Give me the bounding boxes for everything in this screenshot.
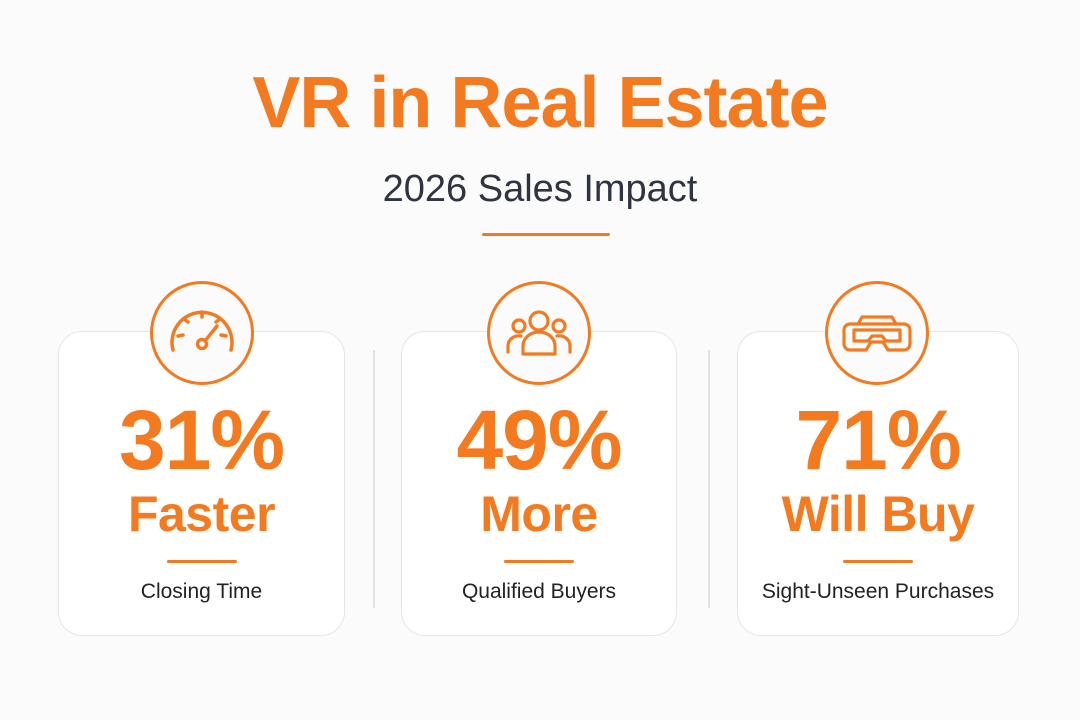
users-group-icon [487, 281, 591, 385]
page-title: VR in Real Estate [252, 63, 828, 143]
stat-caption-closing-time: Closing Time [140, 580, 263, 603]
stat-caption-sight-unseen: Sight-Unseen Purchases [761, 580, 995, 603]
stat-label-closing-time: Faster [127, 486, 276, 542]
speedometer-icon [150, 281, 254, 385]
stat-underline [843, 560, 913, 563]
column-divider [373, 350, 375, 608]
page-subtitle: 2026 Sales Impact [382, 168, 698, 210]
column-divider [708, 350, 710, 608]
title-underline [482, 233, 610, 236]
vr-headset-icon [825, 281, 929, 385]
stat-underline [167, 560, 237, 563]
stat-label-sight-unseen: Will Buy [781, 486, 975, 542]
stat-value-qualified-buyers: 49% [456, 393, 622, 487]
stat-label-qualified-buyers: More [480, 486, 598, 542]
stat-caption-qualified-buyers: Qualified Buyers [461, 580, 617, 603]
stat-value-closing-time: 31% [118, 393, 285, 487]
stat-value-sight-unseen: 71% [795, 393, 961, 487]
stat-underline [504, 560, 574, 563]
